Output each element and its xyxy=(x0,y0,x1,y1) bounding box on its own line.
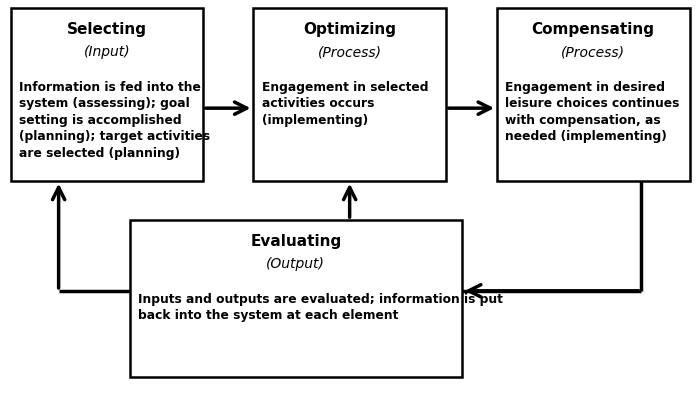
Text: Compensating: Compensating xyxy=(532,22,654,37)
Text: Inputs and outputs are evaluated; information is put
back into the system at eac: Inputs and outputs are evaluated; inform… xyxy=(138,293,503,322)
Text: (Process): (Process) xyxy=(318,45,382,59)
Text: Engagement in desired
leisure choices continues
with compensation, as
needed (im: Engagement in desired leisure choices co… xyxy=(505,81,680,143)
FancyBboxPatch shape xyxy=(253,8,446,181)
Text: Engagement in selected
activities occurs
(implementing): Engagement in selected activities occurs… xyxy=(262,81,428,127)
FancyBboxPatch shape xyxy=(497,8,690,181)
Text: Selecting: Selecting xyxy=(66,22,147,37)
Text: (Input): (Input) xyxy=(83,45,130,59)
FancyBboxPatch shape xyxy=(10,8,203,181)
Text: (Output): (Output) xyxy=(266,257,326,272)
Text: Information is fed into the
system (assessing); goal
setting is accomplished
(pl: Information is fed into the system (asse… xyxy=(19,81,210,160)
Text: (Process): (Process) xyxy=(561,45,625,59)
Text: Optimizing: Optimizing xyxy=(303,22,396,37)
FancyBboxPatch shape xyxy=(130,220,462,377)
Text: Evaluating: Evaluating xyxy=(250,234,342,249)
